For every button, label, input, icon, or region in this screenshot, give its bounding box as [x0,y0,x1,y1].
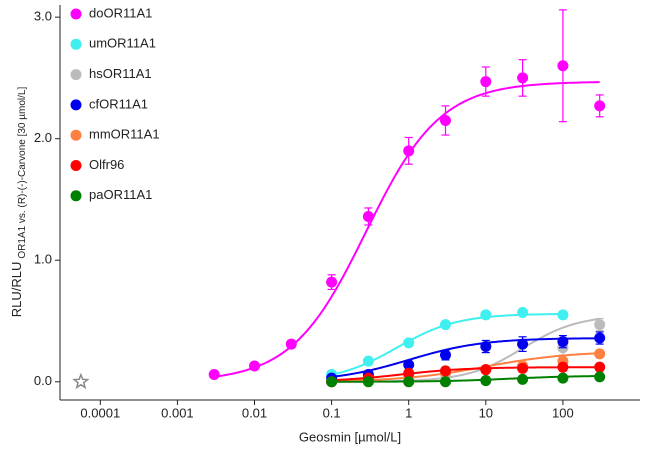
data-point [362,210,374,222]
data-point [362,376,374,388]
y-axis-label: RLU/RLU OR1A1 vs. (R)-(-)-Carvone [30 µmo… [9,87,27,318]
data-point [594,348,606,360]
x-tick-label: 1 [405,405,412,420]
data-point [557,336,569,348]
x-tick-label: 0.001 [161,405,194,420]
fit-curve [331,375,600,383]
data-point [403,145,415,157]
x-tick-label: 0.1 [323,405,341,420]
data-point [480,341,492,353]
data-point [439,349,451,361]
data-point [557,361,569,373]
data-point [249,360,261,372]
control-star [72,372,90,390]
legend-marker [70,129,82,141]
y-axis-label-subscript: OR1A1 vs. (R)-(-)-Carvone [30 µmol/L] [17,87,28,259]
data-point [480,309,492,321]
fit-curve [331,337,600,378]
data-point [594,332,606,344]
legend-label: hsOR11A1 [89,66,152,81]
fit-curve [331,366,600,382]
data-point [439,319,451,331]
data-point [403,337,415,349]
data-point [557,372,569,384]
data-point [403,359,415,371]
x-tick-label: 100 [552,405,574,420]
y-axis-label-main: RLU/RLU [9,262,24,318]
data-point [439,114,451,126]
legend-marker [70,69,82,81]
legend-marker [70,8,82,20]
fit-curve [214,81,600,378]
data-point [594,319,606,331]
data-point [362,355,374,367]
data-point [480,76,492,88]
legend-marker [70,160,82,171]
legend-label: mmOR11A1 [89,127,160,142]
data-point [439,365,451,377]
legend-label: Olfr96 [89,157,124,172]
legend-marker [70,38,82,50]
y-tick-label: 0.0 [34,373,52,388]
legend-label: doOR11A1 [89,5,152,20]
data-point [557,60,569,72]
data-point [557,309,569,321]
x-tick-label: 0.0001 [80,405,120,420]
data-point [594,361,606,373]
legend-label: cfOR11A1 [89,96,148,111]
data-point [403,367,415,379]
data-point [439,376,451,388]
data-point [517,72,529,84]
data-point [208,368,220,380]
legend-label: paOR11A1 [89,187,152,202]
y-tick-label: 1.0 [34,252,52,267]
data-point [326,276,338,288]
legend-label: umOR11A1 [89,36,156,51]
legend-marker [70,99,82,111]
data-point [517,338,529,350]
data-point [480,375,492,387]
data-point [517,373,529,385]
data-point [517,362,529,374]
x-tick-label: 10 [479,405,493,420]
data-point [480,364,492,376]
fit-curve [331,352,600,383]
data-point [403,376,415,388]
y-tick-label: 2.0 [34,130,52,145]
x-axis-label: Geosmin [µmol/L] [299,429,401,444]
data-point [594,100,606,112]
x-tick-label: 0.01 [242,405,267,420]
data-point [517,306,529,318]
legend-marker [70,190,82,202]
y-tick-label: 3.0 [34,9,52,24]
data-point [285,338,297,350]
data-point [594,371,606,383]
data-point [326,376,338,388]
